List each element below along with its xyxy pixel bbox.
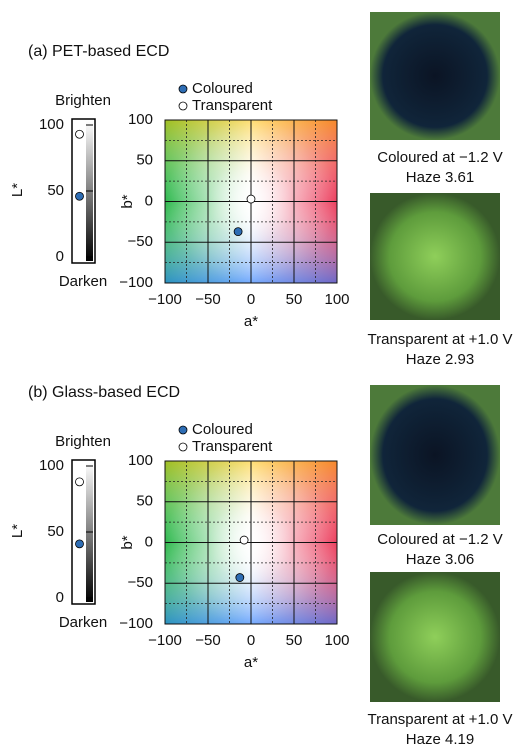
top-label: Brighten [55,92,111,109]
point [75,191,84,201]
legend-marker [178,442,188,452]
panel-title: (a) PET-based ECD [28,43,169,60]
point [75,539,84,549]
plot-frame [164,460,338,625]
photo-caption: Transparent at +1.0 V [368,711,513,728]
panel-title: (b) Glass-based ECD [28,384,180,401]
y-tick-label: 100 [128,452,153,469]
y-axis-label: b* [119,194,136,208]
photo-caption: Transparent at +1.0 V [368,331,513,348]
photo-caption: Haze 2.93 [406,351,474,368]
y-tick-label: 50 [47,523,64,540]
top-label: Brighten [55,433,111,450]
point [235,573,245,582]
legend-label: Coloured [192,80,253,97]
y-tick-label: −50 [128,233,153,250]
y-tick-label: 50 [47,182,64,199]
legend-label: Transparent [192,438,273,455]
y-axis-label: L* [9,524,26,538]
x-tick-label: 50 [286,632,303,649]
x-tick-label: −50 [195,291,220,308]
y-tick-label: 0 [56,589,64,606]
x-tick-label: 0 [247,291,255,308]
point [233,227,243,237]
bottom-label: Darken [59,614,107,631]
point [75,129,84,139]
y-axis-label: b* [119,535,136,549]
x-axis-label: a* [244,313,258,330]
photo-caption: Haze 3.06 [406,551,474,568]
x-tick-label: −100 [148,291,182,308]
y-tick-label: 50 [136,152,153,169]
bottom-label: Darken [59,273,107,290]
point [75,477,84,487]
y-tick-label: −100 [119,615,153,632]
legend-marker [178,425,188,435]
x-tick-label: 100 [324,632,349,649]
point [246,194,256,204]
y-tick-label: 0 [145,192,153,209]
x-axis-label: a* [244,654,258,671]
y-tick-label: −100 [119,274,153,291]
x-tick-label: 50 [286,291,303,308]
y-tick-label: 0 [56,248,64,265]
x-tick-label: −50 [195,632,220,649]
y-axis-label: L* [9,183,26,197]
photo [370,12,500,702]
y-tick-label: 100 [128,111,153,128]
y-tick-label: 100 [39,116,64,133]
legend-marker [178,101,188,111]
x-tick-label: −100 [148,632,182,649]
plot-frame [164,119,338,284]
legend-label: Transparent [192,97,273,114]
legend-marker [178,84,188,94]
photo-caption: Coloured at −1.2 V [377,149,503,166]
legend-label: Coloured [192,421,253,438]
photo-caption: Haze 4.19 [406,731,474,748]
x-tick-label: 0 [247,632,255,649]
y-tick-label: 50 [136,493,153,510]
y-tick-label: −50 [128,574,153,591]
photo-caption: Coloured at −1.2 V [377,531,503,548]
y-tick-label: 100 [39,457,64,474]
x-tick-label: 100 [324,291,349,308]
photo-caption: Haze 3.61 [406,169,474,186]
point [239,535,249,545]
y-tick-label: 0 [145,533,153,550]
